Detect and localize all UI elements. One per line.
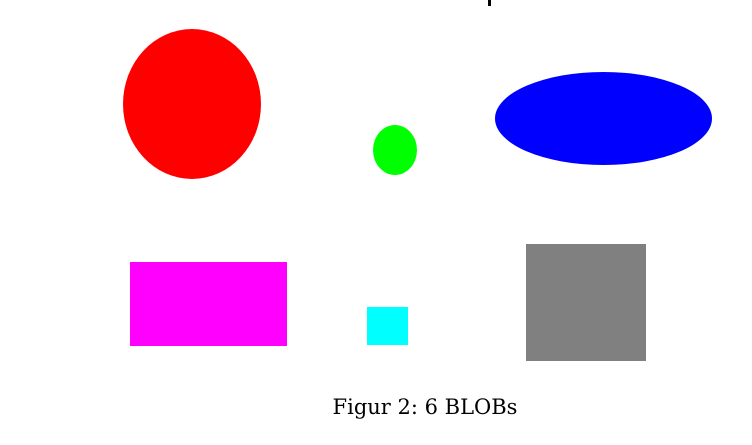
cyan-square-blob — [367, 307, 408, 345]
green-circle-blob — [373, 125, 417, 175]
figure-caption: Figur 2: 6 BLOBs — [332, 395, 518, 419]
gray-square-blob — [526, 244, 646, 361]
blue-ellipse-blob — [495, 72, 712, 165]
red-circle-blob — [123, 29, 261, 179]
magenta-rectangle-blob — [130, 262, 287, 346]
text-fragment-mark — [488, 0, 491, 6]
